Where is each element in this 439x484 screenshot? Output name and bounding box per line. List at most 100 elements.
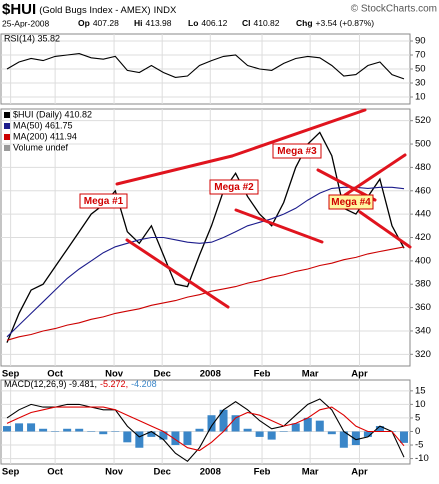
histogram-bar [147,431,156,437]
y-tick-label: 460 [415,185,431,196]
quote-item: Op 407.28 [78,18,119,28]
legend-swatch [4,123,10,129]
quote: Op 407.28 Hi 413.98 Lo 406.12 Cl 410.82 Chg +3.54… [78,18,374,28]
x-tick-label: 2008 [200,369,221,380]
histogram-bar [207,415,216,432]
x-tick-label: Nov [105,369,124,380]
histogram-bar [27,423,36,432]
histogram-bar [63,428,72,432]
histogram-bar [99,431,108,435]
watermark: © StockCharts.com [351,4,437,15]
trendline [115,154,234,186]
exchange: INDX [154,5,177,16]
quote-label: Op [78,18,90,28]
histogram-bar [183,431,192,446]
annotation: Mega #4 [331,197,371,208]
histogram-bar [75,428,84,432]
quote-value: 413.98 [146,18,172,28]
quote-date: 25-Apr-2008 [2,18,50,28]
histogram-bar [51,431,60,432]
annotation: Mega #3 [277,146,317,157]
series-line [6,406,405,452]
x-tick-label: Mar [302,369,319,380]
legend-swatch [4,145,10,151]
x-tick-label: Oct [47,369,64,380]
histogram-bar [399,431,408,443]
panel-title: RSI(14) 35.82 [4,33,60,43]
x-tick-label: Sep [2,467,20,478]
histogram-bar [39,428,48,432]
trendline [234,208,324,244]
annotation-box [209,179,259,195]
quote-value: +3.54 (+0.87%) [316,18,375,28]
histogram-bar [315,420,324,432]
series-line [6,53,405,80]
legend-label: -4.208 [131,379,157,389]
trendlines [115,108,412,309]
x-tick-label: Sep [2,369,20,380]
histogram-bar [171,431,180,446]
y-tick-label: 0 [415,426,420,437]
y-tick-label: 5 [415,412,420,423]
histogram-bar [255,431,264,437]
y-tick-label: 10 [415,92,426,103]
symbol: $HUI [2,1,36,18]
histogram-bar [279,431,288,432]
x-tick-label: Mar [302,467,319,478]
y-tick-label: 360 [415,302,431,313]
y-tick-label: 50 [415,64,426,75]
histogram-bar [363,431,372,437]
y-tick-label: 440 [415,209,431,220]
x-tick-label: Feb [254,369,271,380]
quote-label: Chg [296,18,313,28]
x-tick-label: Apr [351,369,368,380]
histogram-bar [339,431,348,448]
legend-swatch [4,112,10,118]
header-title: $HUI (Gold Bugs Index - AMEX) INDX [2,1,177,18]
trendline [230,108,367,158]
y-tick-label: 520 [415,115,431,126]
series-line [6,186,405,338]
x-tick-label: 2008 [200,467,221,478]
histogram-bar [243,428,252,432]
histogram-bar [123,431,132,443]
legend-label: -5.272, [100,379,128,389]
legend-label: MA(200) 411.94 [13,131,77,141]
quote-value: 406.12 [201,18,227,28]
legend-swatch [4,134,10,140]
histogram-bar [375,426,384,432]
quote-label: Lo [188,18,198,28]
y-tick-label: 400 [415,255,431,266]
series-line [6,398,405,463]
legend: MACD(12,26,9) -9.481, -5.272, -4.208 [4,379,157,389]
legend-label: Volume undef [13,142,69,152]
y-tick-label: -5 [415,440,423,451]
y-tick-label: 380 [415,279,431,290]
quote-item: Cl 410.82 [242,18,280,28]
x-tick-label: Dec [153,369,170,380]
quote-item: Chg +3.54 (+0.87%) [296,18,374,28]
y-tick-label: 320 [415,349,431,360]
histogram-bar [15,423,24,432]
quote-value: 407.28 [93,18,119,28]
histogram-bar [351,431,360,446]
y-tick-label: 480 [415,162,431,173]
x-tick-label: Feb [254,467,271,478]
histogram-bar [303,417,312,432]
y-tick-label: 500 [415,139,431,150]
y-tick-label: 10 [415,399,426,410]
x-tick-label: Oct [47,467,64,478]
legend-label: MA(50) 461.75 [13,120,73,130]
annotation-box [272,143,322,159]
histogram-bar [195,428,204,432]
quote-item: Lo 406.12 [188,18,228,28]
quote-value: 410.82 [254,18,280,28]
annotation-box [79,193,128,209]
histogram-bar [159,431,168,440]
y-tick-label: 90 [415,36,426,47]
histogram-bar [231,415,240,432]
histogram-bar [135,431,144,448]
annotation-box [328,194,374,210]
